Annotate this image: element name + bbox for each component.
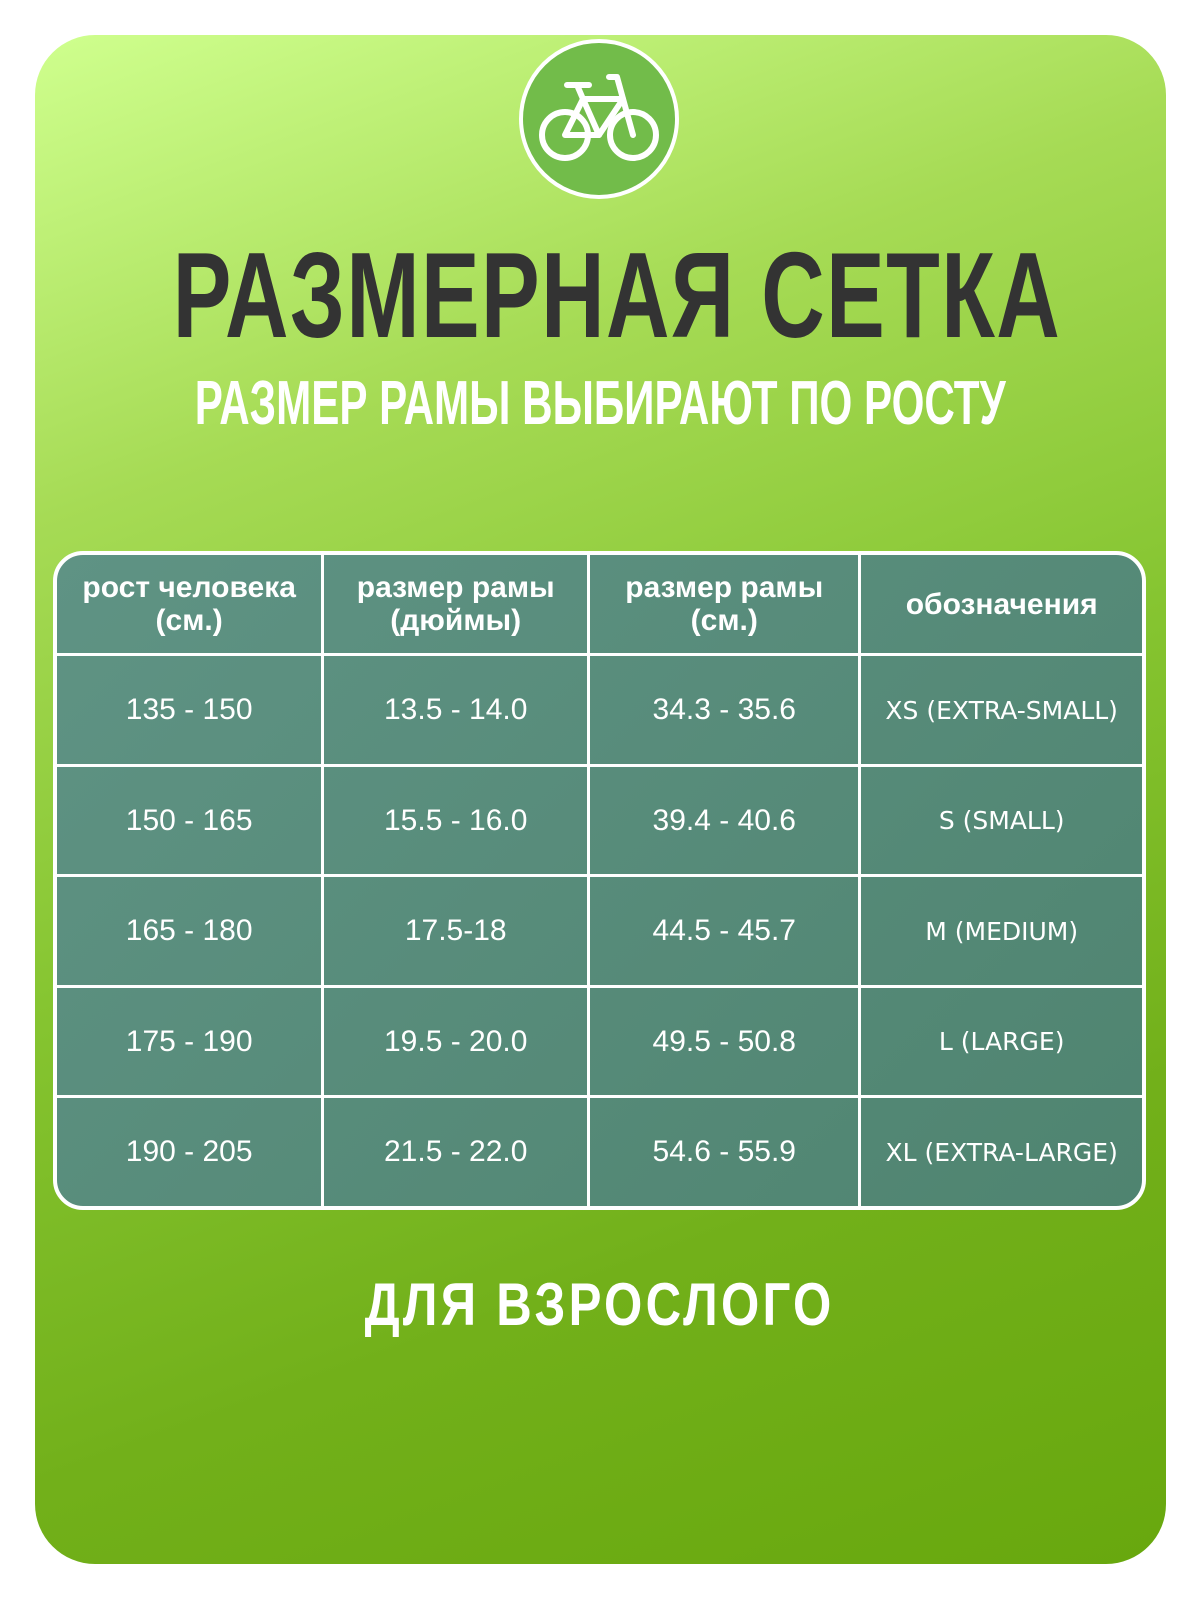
- cell-frame-cm: 39.4 - 40.6: [587, 763, 862, 878]
- table-row: 175 - 190 19.5 - 20.0 49.5 - 50.8 L (LAR…: [57, 984, 1142, 1099]
- cell-designation: L (LARGE): [858, 984, 1142, 1099]
- table-row: 135 - 150 13.5 - 14.0 34.3 - 35.6 XS (EX…: [57, 653, 1142, 767]
- bicycle-icon: [539, 74, 659, 161]
- page-title: РАЗМЕРНАЯ СЕТКА: [172, 227, 1062, 363]
- cell-frame-inches: 21.5 - 22.0: [321, 1095, 591, 1206]
- table-row: 190 - 205 21.5 - 22.0 54.6 - 55.9 XL (EX…: [57, 1095, 1142, 1206]
- cell-designation: M (MEDIUM): [858, 874, 1142, 988]
- header-height: рост человека (см.): [57, 555, 325, 657]
- cell-designation: XL (EXTRA-LARGE): [858, 1095, 1142, 1206]
- cell-height: 150 - 165: [57, 763, 325, 878]
- table-header-row: рост человека (см.) размер рамы (дюймы) ра…: [57, 555, 1142, 657]
- cell-frame-inches: 13.5 - 14.0: [321, 653, 591, 767]
- header-frame-cm: размер рамы (см.): [587, 555, 862, 657]
- table-row: 165 - 180 17.5-18 44.5 - 45.7 M (MEDIUM): [57, 874, 1142, 988]
- page-subtitle: РАЗМЕР РАМЫ ВЫБИРАЮТ ПО РОСТУ: [194, 369, 1006, 438]
- cell-height: 165 - 180: [57, 874, 325, 988]
- cell-height: 135 - 150: [57, 653, 325, 767]
- cell-frame-cm: 54.6 - 55.9: [587, 1095, 862, 1206]
- header-designation: обозначения: [858, 555, 1142, 657]
- cell-height: 190 - 205: [57, 1095, 325, 1206]
- logo-circle: [519, 39, 679, 199]
- cell-frame-inches: 17.5-18: [321, 874, 591, 988]
- cell-frame-inches: 15.5 - 16.0: [321, 763, 591, 878]
- cell-frame-cm: 49.5 - 50.8: [587, 984, 862, 1099]
- cell-frame-cm: 44.5 - 45.7: [587, 874, 862, 988]
- cell-frame-inches: 19.5 - 20.0: [321, 984, 591, 1099]
- header-frame-inches: размер рамы (дюймы): [321, 555, 591, 657]
- cell-frame-cm: 34.3 - 35.6: [587, 653, 862, 767]
- footer-label: ДЛЯ ВЗРОСЛОГО: [364, 1271, 835, 1338]
- size-table: рост человека (см.) размер рамы (дюймы) ра…: [53, 551, 1146, 1210]
- cell-height: 175 - 190: [57, 984, 325, 1099]
- table-row: 150 - 165 15.5 - 16.0 39.4 - 40.6 S (SMA…: [57, 763, 1142, 878]
- cell-designation: S (SMALL): [858, 763, 1142, 878]
- cell-designation: XS (EXTRA-SMALL): [858, 653, 1142, 767]
